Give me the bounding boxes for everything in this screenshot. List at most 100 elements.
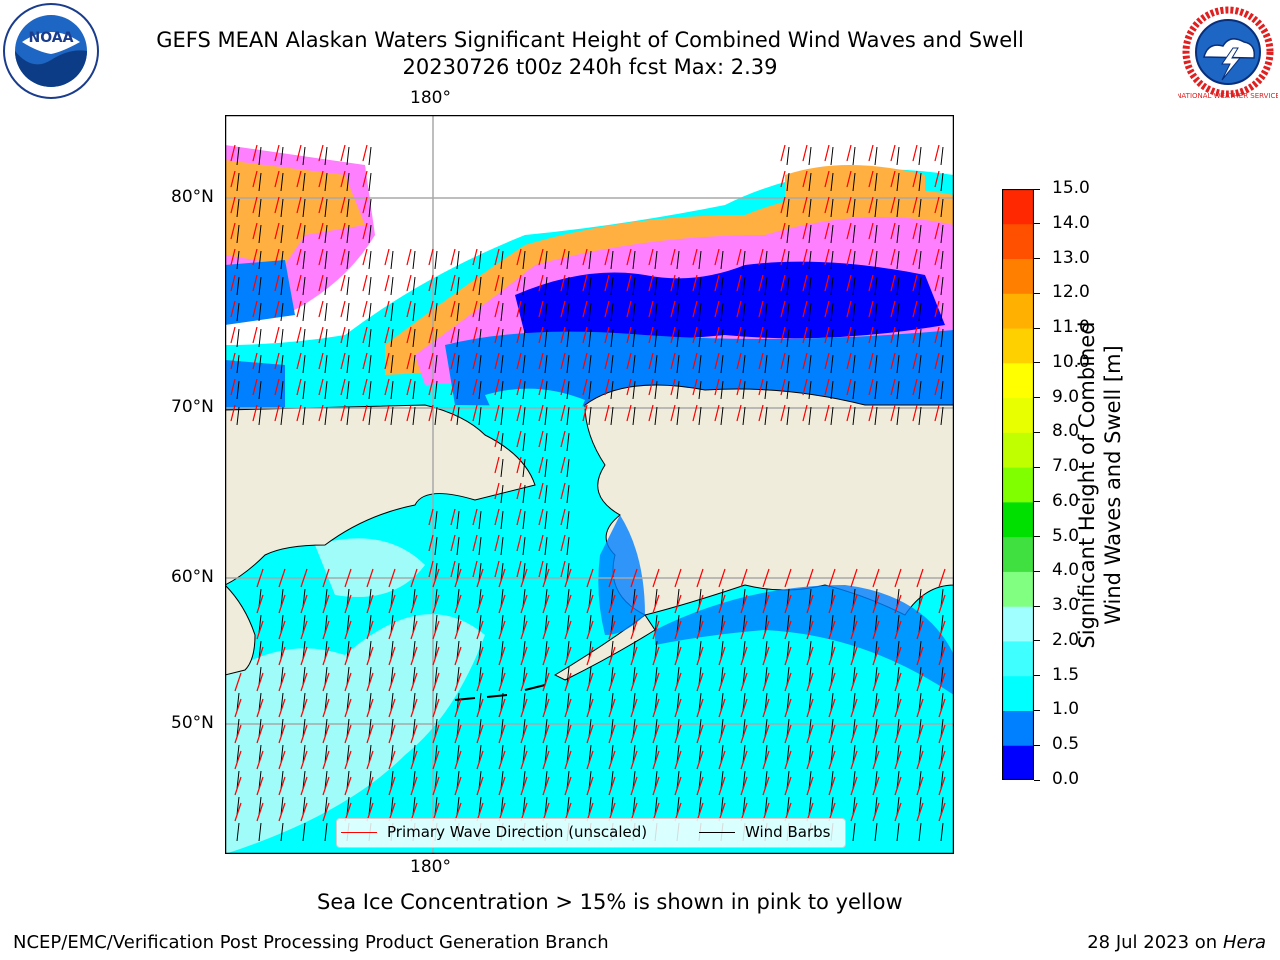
wave-direction-arrow — [564, 620, 572, 640]
wave-direction-arrow — [296, 144, 302, 162]
wave-direction-arrow — [252, 352, 258, 370]
wind-barb — [830, 744, 834, 764]
wave-direction-arrow — [296, 274, 302, 292]
wind-barb — [852, 796, 856, 816]
wind-barb — [588, 718, 592, 738]
wind-barb — [852, 354, 856, 374]
wave-direction-arrow — [696, 568, 704, 588]
wave-direction-arrow — [516, 248, 522, 266]
wind-barb — [390, 328, 394, 348]
wave-direction-arrow — [410, 568, 418, 588]
wind-barb — [786, 588, 790, 608]
wave-direction-arrow — [762, 698, 770, 718]
wind-barb — [390, 744, 394, 764]
colorbar-label-line2: Wind Waves and Swell [m] — [1101, 345, 1125, 625]
wind-barb — [478, 250, 482, 270]
wave-direction-arrow — [340, 248, 346, 266]
wave-direction-arrow — [542, 672, 550, 692]
wind-barb — [500, 692, 504, 712]
wave-direction-arrow — [252, 144, 258, 162]
wave-direction-arrow — [718, 776, 726, 796]
wave-direction-arrow — [432, 594, 440, 614]
wind-barb — [236, 406, 240, 426]
wave-direction-arrow — [542, 594, 550, 614]
wind-barb — [742, 692, 746, 712]
wind-barb — [698, 666, 702, 686]
wind-barb — [852, 588, 856, 608]
wave-direction-arrow — [564, 698, 572, 718]
wind-barb — [852, 666, 856, 686]
wave-direction-arrow — [300, 724, 308, 744]
wave-direction-arrow — [472, 534, 478, 552]
wave-direction-arrow — [274, 352, 280, 370]
wave-direction-arrow — [740, 620, 748, 640]
wind-barb — [412, 250, 416, 270]
wind-barb — [346, 276, 350, 296]
wind-barb — [412, 380, 416, 400]
wave-direction-arrow — [718, 620, 726, 640]
wind-barb — [918, 406, 922, 426]
wind-barb — [852, 302, 856, 322]
wind-barb — [500, 510, 504, 530]
wave-direction-arrow — [362, 274, 368, 292]
wind-barb — [808, 796, 812, 816]
wind-barb — [324, 354, 328, 374]
wind-barb — [280, 146, 284, 166]
wave-direction-arrow — [472, 404, 478, 422]
wave-direction-arrow — [916, 750, 924, 770]
wind-barb — [720, 666, 724, 686]
wind-barb — [412, 796, 416, 816]
wave-direction-arrow — [538, 534, 544, 552]
wave-direction-arrow — [762, 776, 770, 796]
wind-barb — [698, 614, 702, 634]
wind-barb — [324, 276, 328, 296]
colorbar-tick-label: 7.0 — [1052, 456, 1080, 477]
wave-direction-arrow — [322, 802, 330, 822]
wind-barb — [852, 198, 856, 218]
map-legend: Primary Wave Direction (unscaled) Wind B… — [336, 818, 846, 848]
wind-barb — [412, 588, 416, 608]
wind-barb — [874, 224, 878, 244]
wave-direction-arrow — [516, 508, 522, 526]
wind-barb — [698, 796, 702, 816]
wave-direction-arrow — [784, 776, 792, 796]
colorbar-tick-mark — [1034, 501, 1040, 503]
wave-direction-arrow — [300, 594, 308, 614]
wave-direction-arrow — [802, 326, 808, 344]
wind-barb — [610, 354, 614, 374]
wave-direction-arrow — [296, 404, 302, 422]
wind-barb — [852, 822, 856, 842]
wave-direction-arrow — [494, 326, 500, 344]
wind-barb — [786, 692, 790, 712]
wave-direction-arrow — [560, 560, 566, 578]
wave-direction-arrow — [736, 326, 742, 344]
wind-barb — [698, 276, 702, 296]
wave-direction-arrow — [626, 352, 632, 370]
wind-barb — [478, 692, 482, 712]
wave-direction-arrow — [872, 750, 880, 770]
wave-direction-arrow — [366, 568, 374, 588]
wind-barb — [808, 276, 812, 296]
wave-direction-arrow — [252, 170, 258, 188]
wind-barb — [764, 588, 768, 608]
wind-barb — [500, 796, 504, 816]
wind-barb — [940, 276, 944, 296]
wind-barb — [896, 328, 900, 348]
wave-direction-arrow — [872, 724, 880, 744]
wind-barb — [676, 354, 680, 374]
wave-direction-arrow — [406, 404, 412, 422]
wind-barb — [566, 406, 570, 426]
wave-direction-arrow — [410, 594, 418, 614]
wind-barb — [720, 302, 724, 322]
wind-barb — [830, 588, 834, 608]
wind-barb — [522, 666, 526, 686]
wind-barb — [632, 744, 636, 764]
wind-barb — [302, 380, 306, 400]
wave-direction-arrow — [608, 620, 616, 640]
wind-barb — [324, 172, 328, 192]
wave-direction-arrow — [296, 352, 302, 370]
wave-direction-arrow — [300, 776, 308, 796]
wind-barb — [280, 666, 284, 686]
wind-barb — [852, 380, 856, 400]
wave-direction-arrow — [674, 672, 682, 692]
